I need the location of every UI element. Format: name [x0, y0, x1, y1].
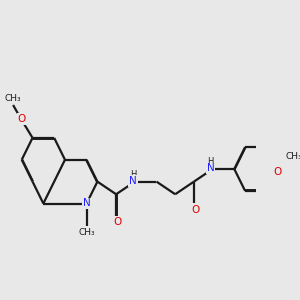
Text: O: O [113, 217, 122, 227]
Text: CH₃: CH₃ [5, 94, 21, 103]
Text: O: O [18, 114, 26, 124]
Text: CH₃: CH₃ [285, 152, 300, 161]
Text: H: H [207, 157, 214, 166]
Text: CH₃: CH₃ [78, 228, 95, 237]
Text: N: N [83, 199, 91, 208]
Text: O: O [191, 205, 199, 214]
Text: O: O [273, 167, 281, 177]
Text: N: N [129, 176, 137, 186]
Text: N: N [207, 164, 214, 173]
Text: H: H [130, 170, 136, 179]
